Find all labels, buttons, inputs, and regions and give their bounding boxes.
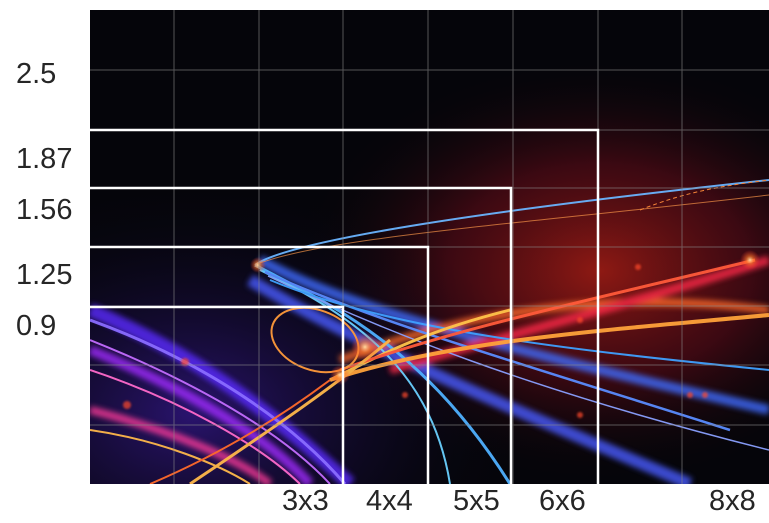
y-label-1-87: 1.87 [16,143,73,175]
y-label-1-56: 1.56 [16,194,73,226]
bright-spark [740,250,760,270]
x-label-3x3: 3x3 [282,485,329,517]
lower-spark [330,365,350,385]
frame-6x6 [90,128,600,484]
turn-spark [250,257,266,273]
particle-dots [123,264,708,418]
core-spark [351,333,379,361]
y-label-0-9: 0.9 [16,310,57,342]
y-label-1-25: 1.25 [16,259,73,291]
y-label-2-5: 2.5 [16,58,57,90]
x-label-6x6: 6x6 [539,485,586,517]
frame-3x3 [90,305,345,484]
frame-5x5 [90,186,513,484]
figure-svg [90,10,769,484]
figure-panel [90,10,769,484]
frame-4x4 [90,245,430,484]
x-label-4x4: 4x4 [366,485,413,517]
x-label-5x5: 5x5 [453,485,500,517]
aspect-frames [90,128,600,484]
x-label-8x8: 8x8 [709,485,756,517]
